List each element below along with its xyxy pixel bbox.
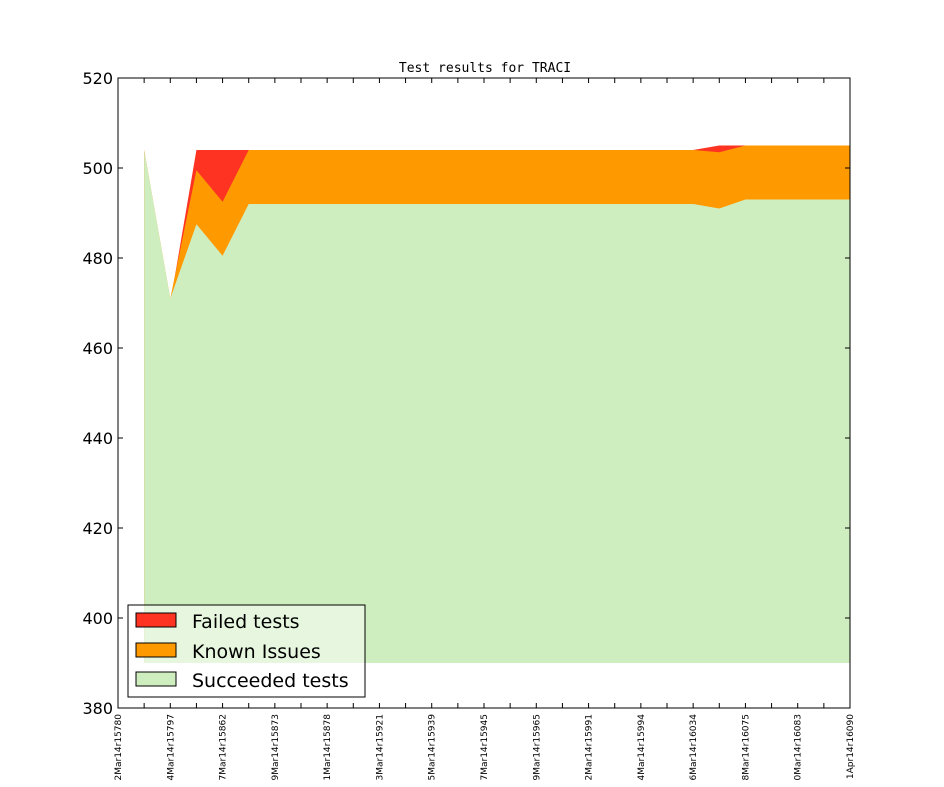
y-tick-label: 400 <box>82 609 113 628</box>
x-tick-label: 3Mar14r15921 <box>375 714 385 781</box>
x-tick-label: 2Mar14r15991 <box>585 714 595 781</box>
x-tick-label: 4Mar14r15797 <box>166 714 176 781</box>
x-tick-label: 0Mar14r16083 <box>794 714 804 781</box>
y-axis: 380 400 420 440 460 480 500 520 <box>82 69 850 718</box>
area-succeeded <box>144 150 850 663</box>
legend-label-succeeded: Succeeded tests <box>192 670 349 692</box>
x-tick-label: 5Mar14r15939 <box>428 714 438 781</box>
legend-swatch-succeeded <box>135 671 177 687</box>
chart-title: Test results for TRACI <box>399 61 571 76</box>
x-tick-label: 1Mar14r15878 <box>323 714 333 781</box>
y-tick-label: 500 <box>82 159 113 178</box>
y-tick-label: 460 <box>82 339 113 358</box>
x-tick-label: 9Mar14r15873 <box>271 714 281 781</box>
x-tick-label: 1Apr14r16090 <box>846 714 856 779</box>
x-tick-label: 7Mar14r15945 <box>480 714 490 781</box>
y-tick-label: 380 <box>82 699 113 718</box>
y-tick-label: 480 <box>82 249 113 268</box>
x-tick-label: 2Mar14r15780 <box>114 714 124 781</box>
x-tick-label: 4Mar14r15994 <box>637 714 647 781</box>
legend-label-known: Known Issues <box>192 641 321 663</box>
legend-label-failed: Failed tests <box>192 611 300 633</box>
legend: Failed tests Known Issues Succeeded test… <box>127 604 366 698</box>
x-axis: 2Mar14r15780 4Mar14r15797 7Mar14r15862 9Mar… <box>114 78 856 781</box>
legend-swatch-failed <box>135 612 177 628</box>
y-tick-label: 420 <box>82 519 113 538</box>
x-tick-label: 6Mar14r16034 <box>689 714 699 781</box>
x-tick-label: 7Mar14r15862 <box>219 714 229 781</box>
chart-areas <box>144 145 850 663</box>
x-tick-label: 8Mar14r16075 <box>741 714 751 781</box>
x-tick-label: 9Mar14r15965 <box>532 714 542 781</box>
legend-swatch-known <box>135 642 177 658</box>
y-tick-label: 440 <box>82 429 113 448</box>
y-tick-label: 520 <box>82 69 113 88</box>
